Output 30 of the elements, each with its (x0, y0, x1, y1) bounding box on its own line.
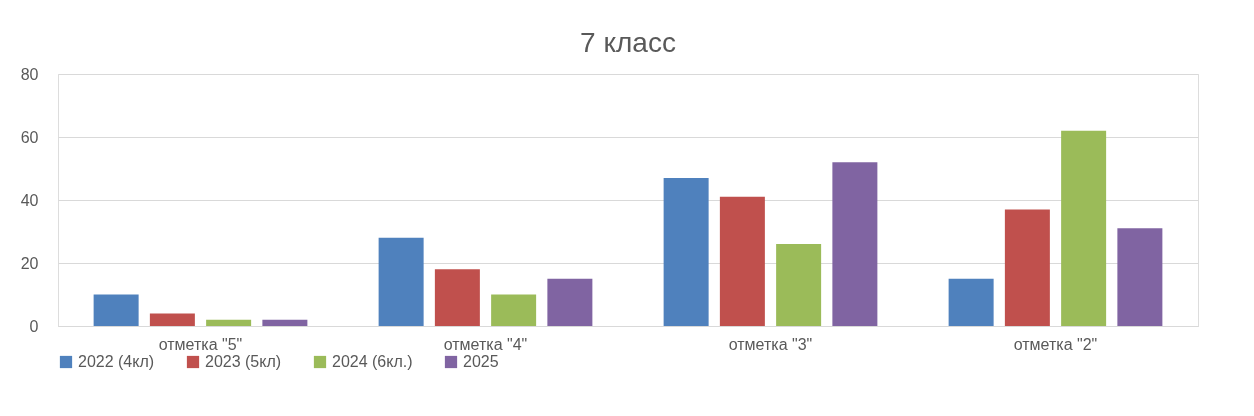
legend-label: 2023 (5кл) (205, 353, 282, 370)
bar (1117, 228, 1163, 326)
x-tick-label: отметка "2" (1013, 335, 1098, 353)
bar (206, 319, 252, 326)
bar (434, 269, 480, 326)
bar (663, 177, 709, 326)
y-tick-label: 60 (20, 128, 39, 146)
bar (719, 196, 765, 326)
bar (93, 294, 139, 326)
x-tick-label: отметка "5" (158, 335, 243, 353)
bar (832, 162, 878, 326)
legend-label: 2025 (463, 353, 499, 370)
y-tick-label: 80 (20, 65, 39, 83)
chart-title: 7 класс (580, 27, 676, 58)
bar (262, 319, 308, 326)
x-tick-label: отметка "3" (728, 335, 813, 353)
x-tick-label: отметка "4" (443, 335, 528, 353)
y-tick-label: 40 (20, 191, 39, 209)
bar (491, 294, 537, 326)
bar (149, 313, 195, 326)
bar (547, 278, 593, 326)
bar (1004, 209, 1050, 326)
bar (948, 278, 994, 326)
y-tick-label: 0 (29, 317, 39, 335)
legend-label: 2024 (6кл.) (332, 353, 413, 370)
bar (378, 237, 424, 326)
y-tick-label: 20 (20, 254, 39, 272)
bar (1061, 130, 1107, 326)
bar (776, 244, 822, 326)
legend-label: 2022 (4кл) (78, 353, 155, 370)
